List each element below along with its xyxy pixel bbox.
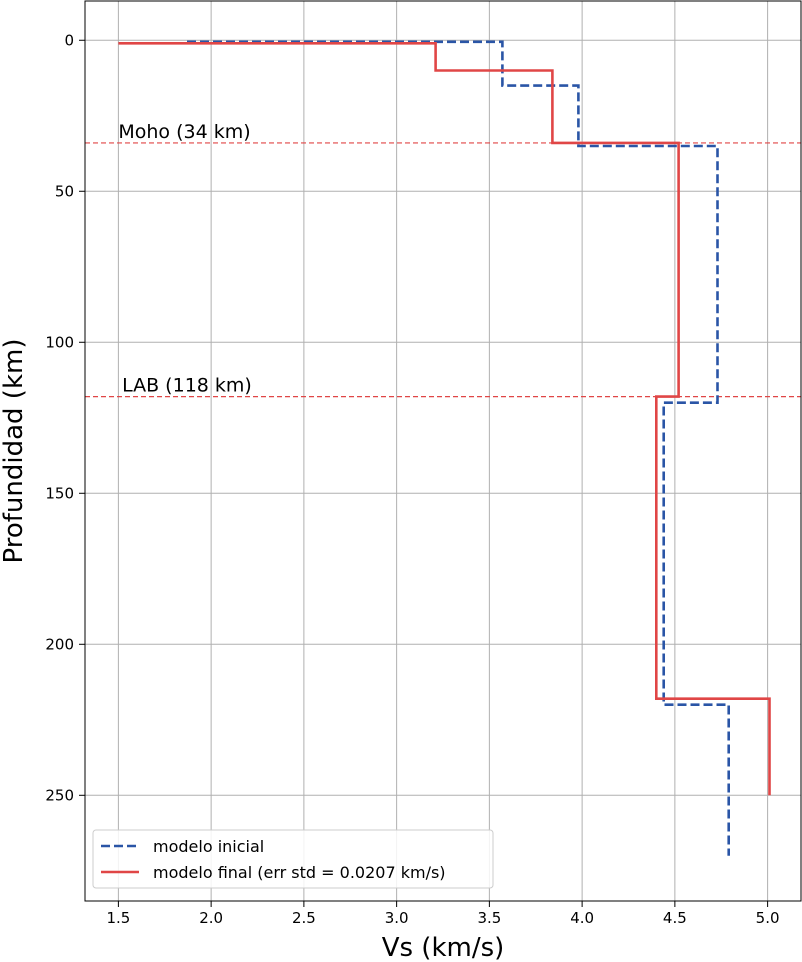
legend: modelo inicial modelo final (err std = 0.… (92, 829, 494, 889)
x-tick-label: 4.0 (570, 909, 594, 927)
x-tick-label: 2.0 (199, 909, 223, 927)
y-tick-label: 150 (45, 484, 74, 502)
legend-box (92, 829, 494, 889)
x-axis-title: Vs (km/s) (382, 933, 505, 962)
plot-area-frame (84, 0, 802, 902)
reference-line-label: LAB (118 km) (122, 375, 252, 397)
series (118, 40, 771, 856)
series-line (118, 41, 771, 796)
x-tick-label: 3.5 (477, 909, 501, 927)
y-axis-title: Profundidad (km) (0, 339, 29, 564)
legend-entry-label: modelo final (err std = 0.0207 km/s) (153, 863, 446, 882)
y-tick-label: 200 (45, 635, 74, 653)
y-tick-label: 0 (64, 31, 74, 49)
reference-line-label: Moho (34 km) (118, 121, 250, 143)
series-line (187, 40, 731, 856)
legend-entry-label: modelo inicial (153, 837, 264, 856)
axis-ticks: 1.5 2.0 2.5 3.0 3.5 4.0 4.5 5.0 0 50 100 150 200 250 (45, 31, 779, 927)
x-tick-label: 3.0 (385, 909, 409, 927)
y-tick-label: 100 (45, 333, 74, 351)
x-tick-label: 1.5 (106, 909, 130, 927)
grid (85, 1, 801, 901)
x-tick-label: 5.0 (756, 909, 780, 927)
reference-lines: Moho (34 km) LAB (118 km) (85, 121, 801, 398)
x-tick-label: 4.5 (663, 909, 687, 927)
y-tick-label: 250 (45, 786, 74, 804)
x-tick-label: 2.5 (292, 909, 316, 927)
y-tick-label: 50 (55, 182, 74, 200)
